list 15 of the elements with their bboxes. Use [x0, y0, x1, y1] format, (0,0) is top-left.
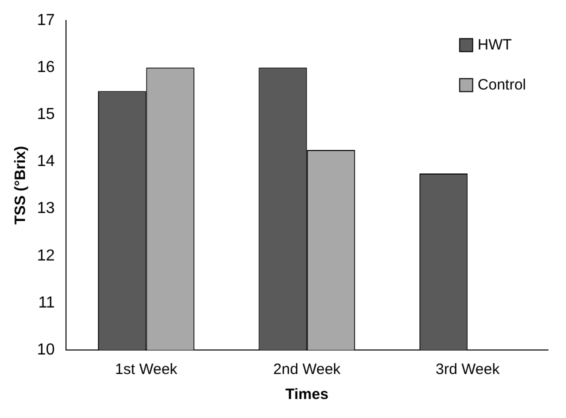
- y-tick-label: 13: [37, 200, 55, 218]
- y-tick-label: 17: [37, 12, 55, 30]
- x-axis-title: Times: [285, 386, 328, 404]
- y-tick-label: 10: [37, 341, 55, 358]
- y-tick-label: 14: [37, 153, 55, 170]
- y-tick-label: 12: [37, 247, 55, 264]
- x-tick-label: 3rd Week: [436, 361, 500, 378]
- legend-label: Control: [478, 76, 526, 94]
- y-tick-label: 11: [38, 294, 55, 312]
- y-axis-title: TSS (°Brix): [12, 146, 30, 225]
- x-tick-label: 2nd Week: [273, 361, 342, 378]
- x-tick-label: 1st Week: [115, 361, 178, 378]
- y-tick-label: 16: [37, 59, 55, 76]
- legend-label: HWT: [478, 36, 512, 54]
- y-tick-label: 15: [37, 106, 55, 124]
